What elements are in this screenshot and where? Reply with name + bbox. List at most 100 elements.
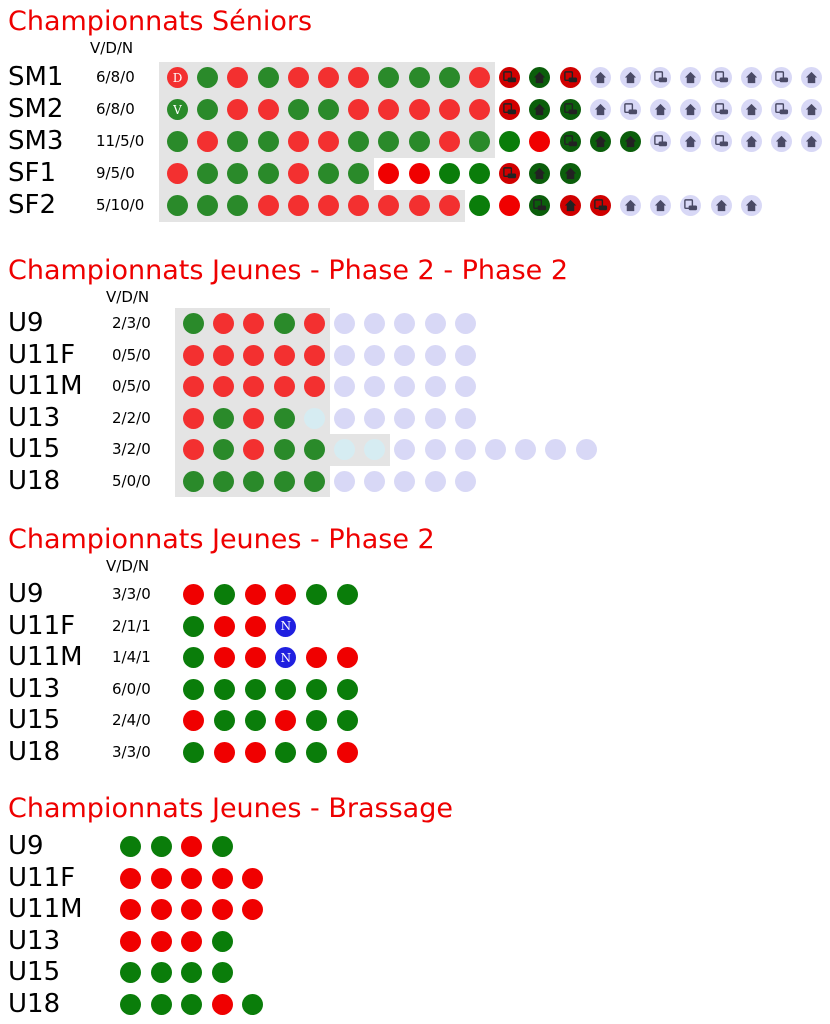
loss-dot[interactable] xyxy=(213,647,235,669)
home-match-upcoming-icon[interactable] xyxy=(650,99,672,120)
upcoming-dot[interactable] xyxy=(454,344,476,366)
upcoming-dot[interactable] xyxy=(575,439,597,460)
loss-dot[interactable] xyxy=(303,344,325,366)
win-dot[interactable] xyxy=(242,994,263,1015)
home-match-icon[interactable] xyxy=(529,99,551,120)
upcoming-dot[interactable] xyxy=(454,376,476,397)
upcoming-dot[interactable] xyxy=(454,313,476,334)
away-match-upcoming-icon[interactable] xyxy=(771,99,792,120)
win-dot[interactable] xyxy=(167,195,188,216)
win-dot[interactable] xyxy=(150,836,172,857)
loss-dot[interactable] xyxy=(499,195,521,216)
upcoming-dot[interactable] xyxy=(394,376,416,397)
loss-dot[interactable] xyxy=(227,99,249,120)
win-dot[interactable] xyxy=(306,584,328,605)
loss-dot[interactable] xyxy=(378,195,400,216)
home-match-upcoming-icon[interactable] xyxy=(620,195,641,216)
win-dot[interactable] xyxy=(273,407,295,429)
away-match-icon[interactable] xyxy=(499,163,521,184)
win-dot[interactable] xyxy=(273,470,295,492)
loss-dot[interactable] xyxy=(181,899,202,921)
upcoming-dot[interactable] xyxy=(424,313,446,334)
win-dot[interactable] xyxy=(197,67,219,88)
win-dot[interactable] xyxy=(213,710,235,732)
loss-dot[interactable] xyxy=(529,131,551,152)
team-label[interactable]: U9 xyxy=(8,831,44,861)
win-dot[interactable] xyxy=(227,131,249,152)
loss-dot[interactable] xyxy=(213,313,235,334)
loss-dot[interactable] xyxy=(150,930,172,952)
win-dot[interactable] xyxy=(469,163,490,184)
home-match-upcoming-icon[interactable] xyxy=(740,195,762,216)
win-dot[interactable] xyxy=(211,836,233,857)
loss-dot[interactable] xyxy=(213,376,235,397)
win-dot[interactable] xyxy=(120,836,141,857)
upcoming-dot[interactable] xyxy=(364,344,386,366)
win-dot[interactable] xyxy=(227,195,249,216)
win-dot[interactable] xyxy=(438,163,460,184)
team-label[interactable]: U15 xyxy=(8,705,61,736)
loss-dot[interactable] xyxy=(378,99,400,120)
upcoming-dot[interactable] xyxy=(515,439,537,460)
win-dot[interactable] xyxy=(469,131,490,152)
win-dot[interactable] xyxy=(213,584,235,605)
win-dot[interactable] xyxy=(181,994,202,1015)
team-label[interactable]: U11F xyxy=(8,862,76,893)
loss-dot[interactable] xyxy=(211,994,233,1015)
loss-dot[interactable] xyxy=(243,407,265,429)
home-match-upcoming-icon[interactable] xyxy=(680,67,702,88)
win-dot[interactable] xyxy=(211,962,233,984)
loss-dot[interactable] xyxy=(244,742,266,763)
loss-dot[interactable] xyxy=(243,376,265,397)
loss-dot[interactable] xyxy=(213,615,235,637)
win-dot[interactable] xyxy=(257,131,279,152)
loss-dot[interactable] xyxy=(243,344,265,366)
loss-dot[interactable] xyxy=(244,584,266,605)
home-match-upcoming-icon[interactable] xyxy=(710,195,732,216)
away-match-upcoming-icon[interactable] xyxy=(710,99,732,120)
loss-dot[interactable] xyxy=(183,439,204,460)
loss-dot[interactable] xyxy=(378,163,400,184)
upcoming-dot[interactable] xyxy=(394,439,416,460)
upcoming-dot[interactable] xyxy=(334,313,355,334)
loss-dot[interactable] xyxy=(211,867,233,889)
loss-dot[interactable] xyxy=(438,99,460,120)
win-dot[interactable] xyxy=(183,647,204,669)
upcoming-dot[interactable] xyxy=(424,439,446,460)
loss-dot[interactable] xyxy=(408,195,430,216)
upcoming-dot[interactable] xyxy=(394,313,416,334)
loss-dot[interactable] xyxy=(243,439,265,460)
loss-dot[interactable] xyxy=(120,899,141,921)
loss-dot[interactable] xyxy=(181,867,202,889)
upcoming-dot[interactable] xyxy=(424,470,446,492)
home-match-upcoming-icon[interactable] xyxy=(771,131,792,152)
loss-dot[interactable] xyxy=(257,99,279,120)
win-dot[interactable] xyxy=(287,99,309,120)
loss-dot[interactable] xyxy=(318,195,339,216)
loss-dot[interactable] xyxy=(257,195,279,216)
team-label[interactable]: U18 xyxy=(8,989,61,1019)
loss-dot[interactable] xyxy=(213,344,235,366)
win-dot[interactable] xyxy=(183,615,204,637)
upcoming-dot[interactable] xyxy=(454,439,476,460)
loss-dot[interactable] xyxy=(303,313,325,334)
loss-dot[interactable] xyxy=(318,131,339,152)
win-dot[interactable] xyxy=(469,195,490,216)
loss-dot[interactable] xyxy=(408,163,430,184)
win-dot[interactable] xyxy=(306,678,328,700)
home-match-icon[interactable] xyxy=(559,195,581,216)
home-match-upcoming-icon[interactable] xyxy=(740,99,762,120)
team-label[interactable]: U13 xyxy=(8,402,61,433)
team-label[interactable]: U11M xyxy=(8,894,83,925)
team-label[interactable]: SF1 xyxy=(8,158,57,188)
away-match-icon[interactable] xyxy=(499,67,521,88)
upcoming-dot[interactable] xyxy=(454,407,476,429)
upcoming-dot[interactable] xyxy=(424,407,446,429)
team-label[interactable]: U9 xyxy=(8,308,44,338)
loss-dot[interactable] xyxy=(348,67,370,88)
win-dot[interactable] xyxy=(378,67,400,88)
loss-dot[interactable] xyxy=(438,131,460,152)
loss-dot[interactable] xyxy=(227,67,249,88)
win-dot[interactable] xyxy=(227,163,249,184)
loss-dot[interactable] xyxy=(318,67,339,88)
